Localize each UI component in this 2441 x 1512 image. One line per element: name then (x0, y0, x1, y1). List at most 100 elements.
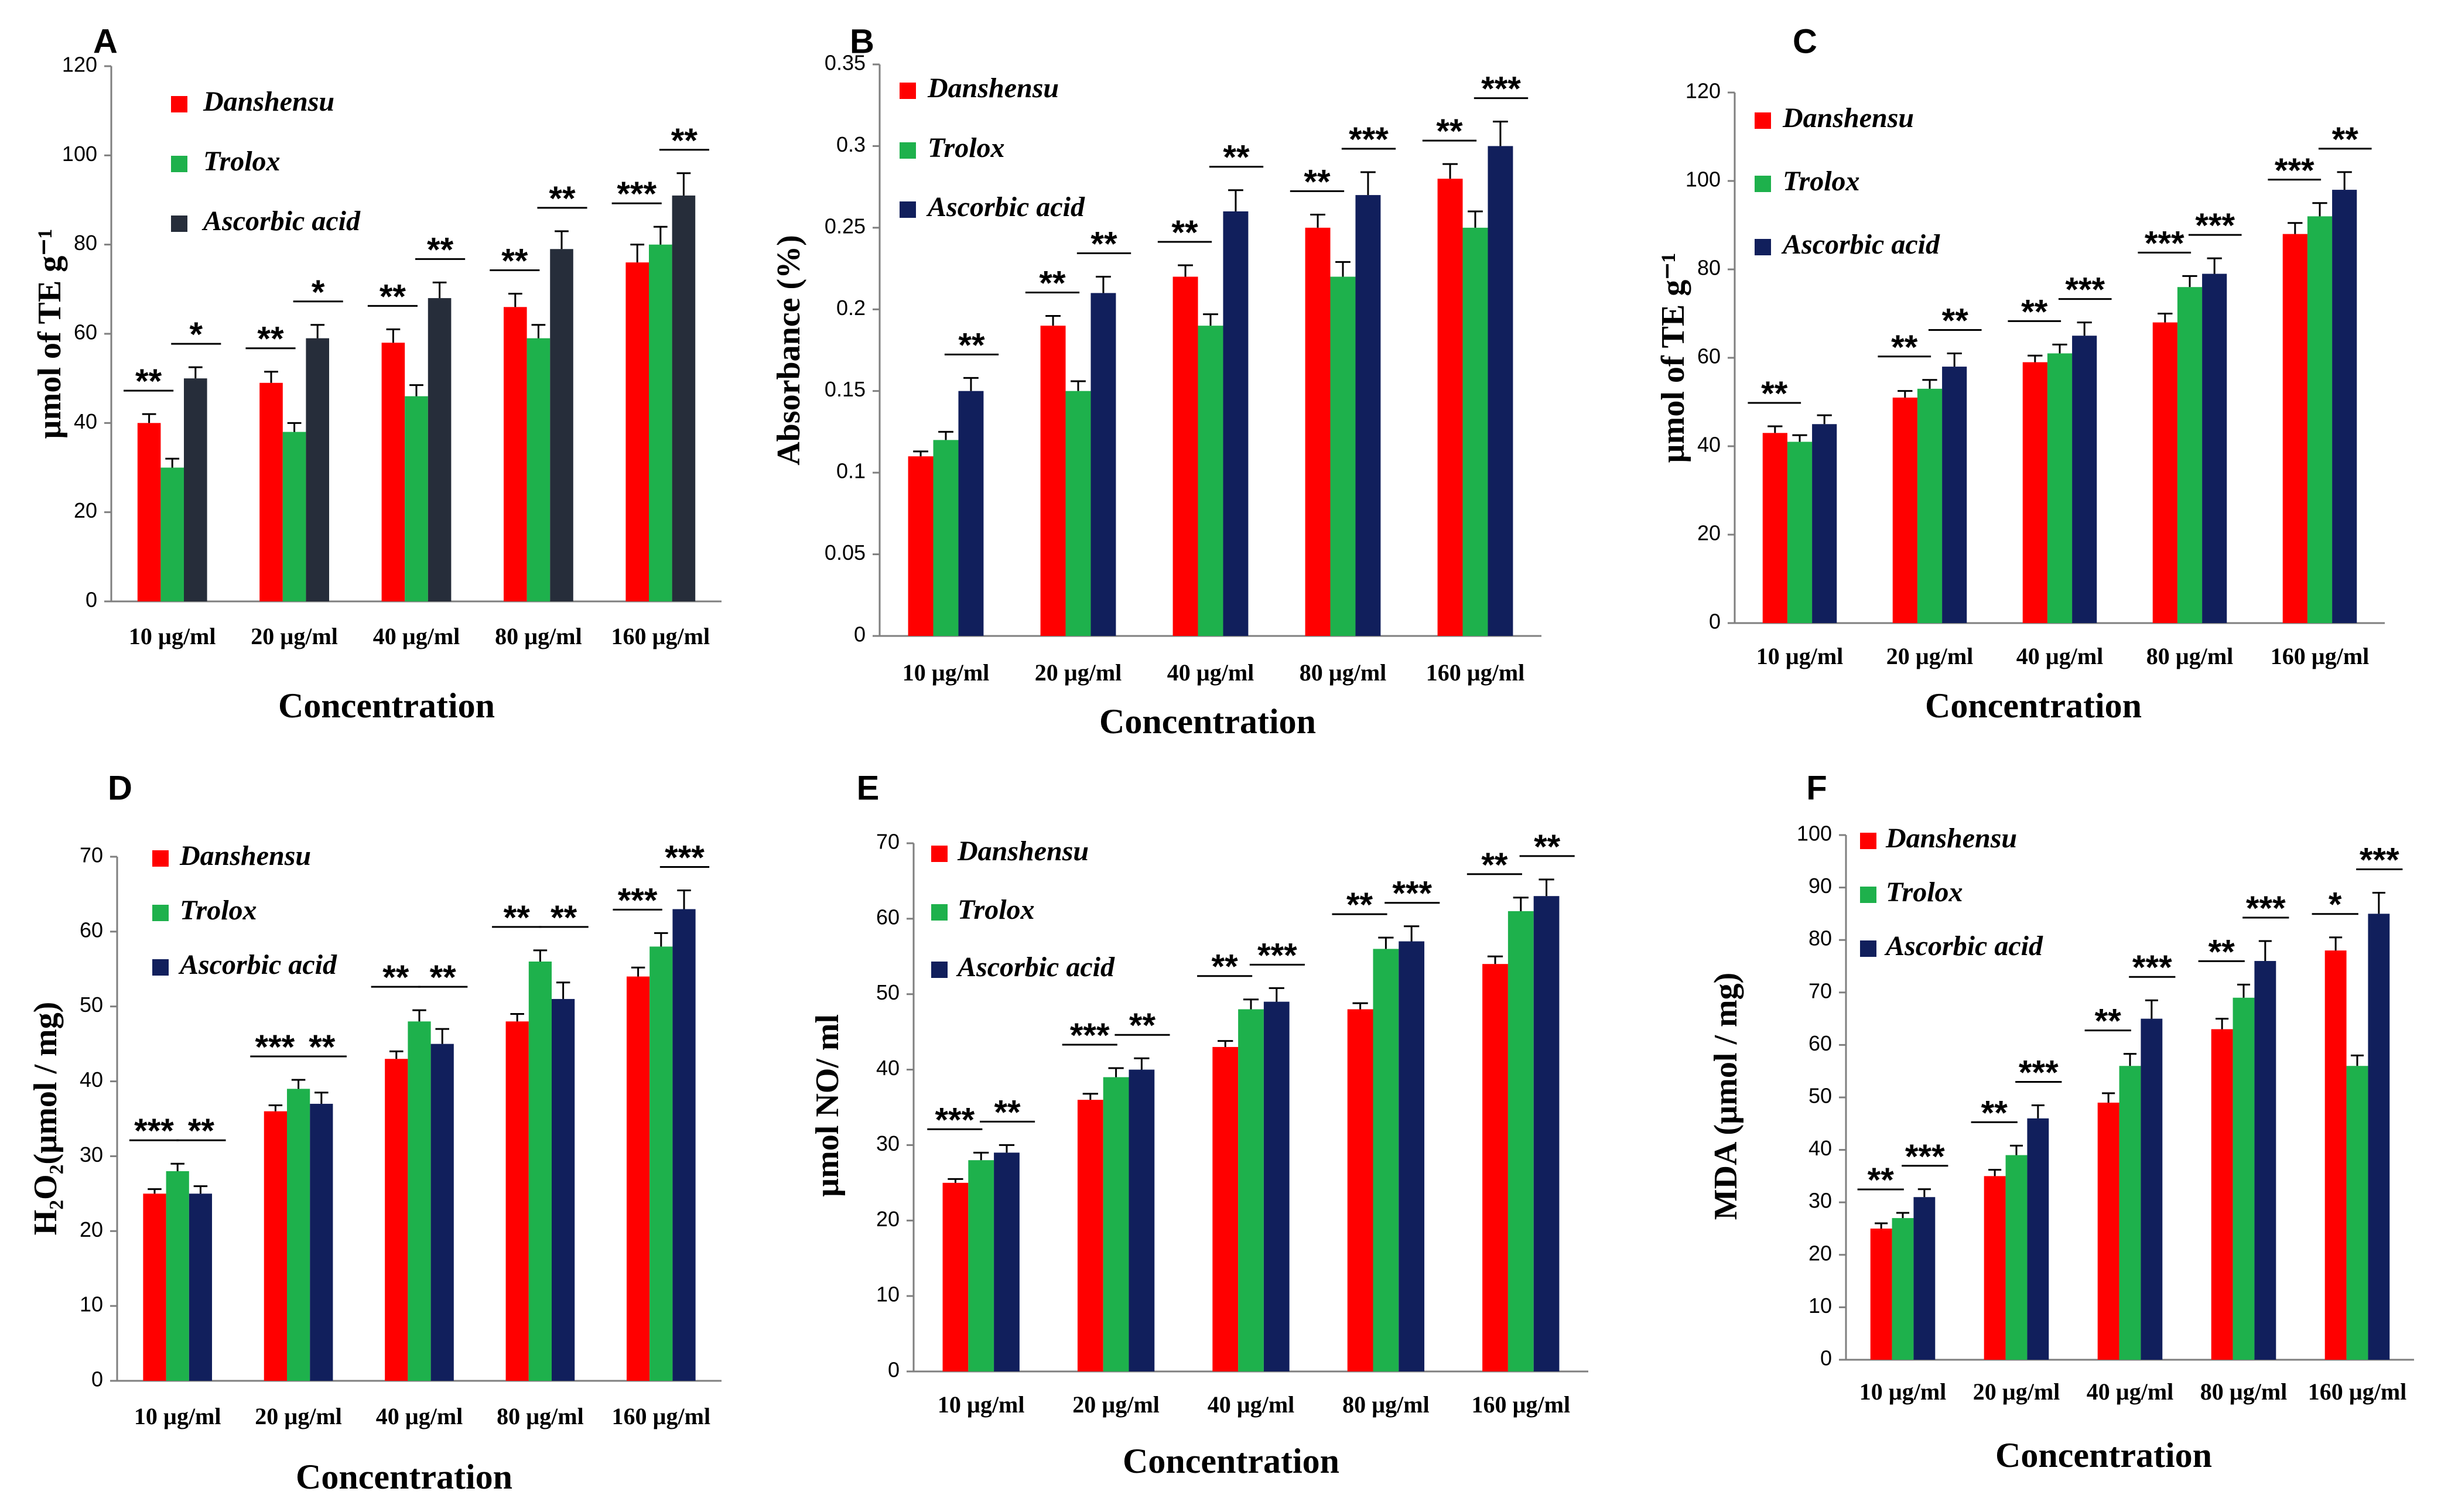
legend-label: Danshensu (1782, 102, 1914, 134)
panel-label: E (857, 769, 880, 807)
bar-ascorbic-acid (550, 249, 573, 601)
significance-mark: ** (549, 180, 576, 218)
y-tick-label: 10 (80, 1292, 103, 1316)
bar-danshensu (505, 1021, 529, 1381)
x-tick-label: 20 µg/ml (251, 623, 338, 649)
significance-mark: ** (1868, 1161, 1895, 1199)
legend-label: Trolox (180, 895, 257, 926)
significance-mark: *** (665, 839, 705, 877)
legend-label: Danshensu (203, 86, 334, 117)
significance-mark: *** (2246, 890, 2286, 928)
bar-danshensu (1172, 276, 1198, 636)
bar-trolox (408, 1021, 431, 1381)
bar-danshensu (259, 382, 283, 601)
y-tick-label: 0 (91, 1367, 103, 1391)
significance-mark: ** (994, 1093, 1021, 1131)
y-tick-label: 120 (1686, 79, 1721, 103)
legend-label: Trolox (958, 894, 1035, 925)
legend-swatch (171, 215, 187, 232)
legend-swatch (1860, 940, 1876, 957)
bar-trolox (1198, 326, 1223, 636)
significance-mark: *** (2019, 1053, 2059, 1092)
significance-mark: *** (2275, 152, 2314, 190)
y-tick-label: 60 (1808, 1031, 1832, 1055)
bar-trolox (1330, 276, 1356, 636)
bar-ascorbic-acid (1913, 1197, 1936, 1360)
y-tick-label: 40 (1697, 433, 1721, 457)
x-tick-label: 80 µg/ml (495, 623, 582, 649)
x-axis-title: Concentration (1925, 686, 2142, 725)
significance-mark: ** (504, 899, 531, 937)
significance-mark: ** (430, 959, 457, 997)
y-tick-label: 50 (80, 993, 103, 1017)
significance-mark: ** (671, 122, 698, 160)
significance-mark: *** (2195, 207, 2235, 245)
bar-ascorbic-acid (672, 909, 696, 1381)
bar-ascorbic-acid (1488, 146, 1513, 636)
bar-ascorbic-acid (958, 391, 984, 636)
legend-swatch (152, 905, 169, 921)
x-tick-label: 20 µg/ml (1072, 1391, 1160, 1418)
bar-ascorbic-acid (183, 378, 207, 601)
bar-ascorbic-acid (2254, 961, 2276, 1360)
significance-mark: ** (135, 362, 162, 401)
significance-mark: ** (380, 278, 406, 316)
legend-swatch (931, 962, 948, 978)
significance-mark: ** (1346, 886, 1373, 924)
legend-swatch (900, 142, 916, 159)
bar-ascorbic-acid (430, 1044, 454, 1381)
significance-mark: *** (2360, 841, 2399, 880)
bar-danshensu (1870, 1229, 1892, 1360)
x-tick-label: 40 µg/ml (1208, 1391, 1295, 1418)
chart-panel-c: C 0 20 40 60 80 100 120 10 µg/ml ** 20 µg/ml ** ** 40… (1655, 22, 2385, 725)
significance-mark: ** (1039, 264, 1066, 302)
x-axis-title: Concentration (1123, 1442, 1339, 1480)
bar-trolox (282, 432, 306, 601)
x-tick-label: 40 µg/ml (373, 623, 460, 649)
panel-label: F (1806, 769, 1827, 807)
bar-ascorbic-acid (2141, 1018, 2163, 1360)
y-tick-label: 20 (1697, 521, 1721, 545)
x-tick-label: 40 µg/ml (2087, 1378, 2174, 1405)
x-tick-label: 160 µg/ml (2271, 643, 2370, 669)
significance-mark: ** (1223, 139, 1250, 177)
bar-ascorbic-acid (2332, 190, 2357, 624)
bar-ascorbic-acid (2202, 273, 2227, 623)
bar-danshensu (2324, 950, 2347, 1360)
bar-trolox (528, 962, 552, 1381)
y-tick-label: 120 (62, 53, 97, 77)
bar-ascorbic-acid (1129, 1069, 1155, 1371)
x-tick-label: 10 µg/ml (1859, 1378, 1947, 1405)
y-tick-label: 10 (876, 1282, 900, 1306)
x-tick-label: 10 µg/ml (902, 659, 990, 686)
y-tick-label: 0.2 (836, 296, 866, 320)
y-tick-label: 0.3 (836, 132, 866, 156)
significance-mark: *** (1349, 121, 1389, 159)
y-axis-title: µmol of TE g⁻¹ (32, 228, 68, 439)
bar-trolox (1103, 1077, 1129, 1371)
x-tick-label: 10 µg/ml (134, 1403, 221, 1429)
y-tick-label: 0.15 (825, 377, 866, 401)
bar-danshensu (1984, 1176, 2006, 1360)
x-axis-title: Concentration (1099, 702, 1316, 741)
bar-danshensu (143, 1193, 166, 1381)
significance-mark: *** (2132, 949, 2172, 987)
y-tick-label: 100 (62, 142, 97, 166)
significance-mark: ** (1212, 948, 1239, 986)
legend-swatch (1755, 112, 1771, 129)
chart-panel-b: B 0 0.05 0.1 0.15 0.2 0.25 0.3 0.35 10 µg/ml ** 20 … (771, 22, 1541, 741)
x-tick-label: 80 µg/ml (2146, 643, 2234, 669)
significance-mark: ** (1942, 302, 1969, 340)
bar-ascorbic-acid (552, 998, 575, 1381)
significance-mark: ** (2095, 1003, 2122, 1041)
bar-trolox (527, 338, 551, 601)
bar-ascorbic-acid (672, 195, 696, 602)
panel-label: D (108, 769, 132, 807)
legend-swatch (1860, 833, 1876, 849)
bar-danshensu (942, 1182, 969, 1371)
bar-trolox (649, 946, 673, 1381)
x-tick-label: 10 µg/ml (1756, 643, 1844, 669)
bar-trolox (1373, 949, 1399, 1371)
bar-trolox (1917, 388, 1943, 623)
bar-danshensu (625, 262, 649, 602)
